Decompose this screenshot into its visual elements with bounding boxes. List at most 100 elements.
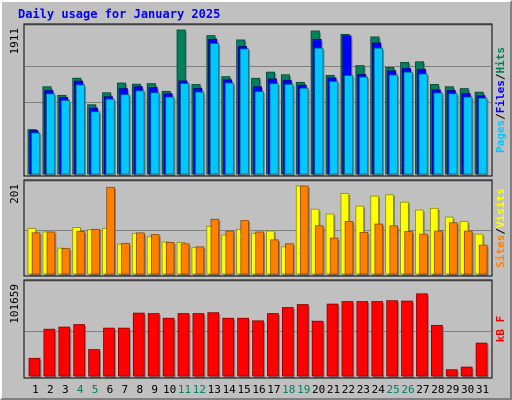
bar-pages-day-5 [90, 111, 100, 175]
bar-kb-f-day-1 [28, 357, 41, 377]
legend-visits-sites: Sites/Visits [494, 188, 507, 268]
bar-kb-f-day-2 [43, 328, 56, 377]
bar-kb-f-day-31 [475, 342, 488, 377]
bar-sites-day-3 [61, 248, 71, 275]
bar-pages-day-27 [418, 73, 428, 175]
x-tick-day-29: 29 [446, 383, 459, 396]
x-tick-day-30: 30 [461, 383, 474, 396]
legend-separator: / [494, 228, 507, 235]
bar-sites-day-4 [76, 231, 86, 275]
bar-kb-f-day-7 [118, 327, 130, 377]
bar-sites-day-23 [359, 232, 369, 275]
bar-kb-f-day-18 [281, 307, 294, 377]
bar-pages-day-24 [373, 47, 383, 175]
bar-kb-f-day-3 [58, 326, 71, 377]
legend-item-files: Files [494, 80, 507, 113]
x-tick-day-28: 28 [431, 383, 444, 396]
bar-kb-f-day-28 [430, 324, 443, 377]
legend-separator: / [494, 113, 507, 120]
x-tick-day-25: 25 [387, 383, 400, 396]
x-tick-day-23: 23 [357, 383, 370, 396]
bar-kb-f-day-21 [326, 303, 339, 377]
x-tick-day-1: 1 [32, 383, 39, 396]
legend-item-kb-f: kB F [494, 316, 507, 343]
bar-sites-day-26 [404, 231, 413, 275]
bar-sites-day-30 [463, 230, 473, 275]
x-tick-day-14: 14 [223, 383, 237, 396]
bar-pages-day-26 [403, 71, 413, 175]
x-tick-day-10: 10 [163, 383, 176, 396]
x-tick-day-20: 20 [312, 383, 325, 396]
bar-pages-day-30 [463, 96, 473, 175]
bar-kb-f-day-12 [192, 313, 205, 377]
bar-sites-day-15 [240, 220, 249, 275]
x-tick-day-15: 15 [237, 383, 250, 396]
x-tick-day-5: 5 [92, 383, 99, 396]
bar-kb-f-day-24 [371, 301, 384, 377]
bar-pages-day-20 [314, 47, 324, 175]
bar-sites-day-25 [389, 225, 398, 275]
bar-sites-day-9 [150, 234, 160, 275]
legend-separator: / [494, 73, 507, 80]
bar-kb-f-day-9 [147, 313, 160, 377]
bar-sites-day-2 [46, 231, 56, 275]
bar-kb-f-day-13 [207, 312, 220, 377]
y-max-label: 101659 [8, 284, 21, 324]
bar-kb-f-day-26 [401, 300, 413, 377]
bar-pages-day-28 [433, 92, 443, 175]
bar-pages-day-1 [31, 132, 41, 175]
bar-pages-day-7 [120, 94, 130, 175]
bar-pages-day-12 [195, 91, 205, 175]
bar-sites-day-24 [374, 223, 384, 275]
x-tick-day-18: 18 [282, 383, 295, 396]
x-tick-day-31: 31 [476, 383, 489, 396]
x-tick-day-3: 3 [62, 383, 69, 396]
bar-sites-day-12 [195, 246, 205, 275]
x-tick-day-12: 12 [193, 383, 206, 396]
x-tick-day-4: 4 [77, 383, 84, 396]
bar-kb-f-day-27 [416, 293, 428, 377]
bar-kb-f-day-11 [177, 313, 190, 377]
bar-sites-day-7 [121, 242, 130, 275]
legend-item-visits: Visits [494, 188, 507, 228]
bar-sites-day-27 [419, 233, 428, 275]
bar-kb-f-day-6 [103, 327, 115, 377]
bar-kb-f-day-23 [356, 301, 369, 377]
bar-kb-f-day-20 [311, 320, 324, 377]
x-tick-day-26: 26 [401, 383, 414, 396]
x-tick-day-24: 24 [372, 383, 386, 396]
x-tick-day-17: 17 [267, 383, 280, 396]
bar-kb-f-day-4 [73, 324, 86, 377]
bar-sites-day-28 [434, 230, 443, 275]
bar-pages-day-17 [269, 83, 279, 175]
bar-kb-f-day-8 [132, 312, 145, 377]
bar-pages-day-15 [239, 48, 249, 175]
y-max-label: 1911 [8, 28, 21, 55]
bar-sites-day-16 [255, 231, 264, 275]
x-tick-day-7: 7 [122, 383, 129, 396]
bar-kb-f-day-22 [341, 301, 354, 377]
legend-item-hits: Hits [494, 47, 507, 74]
bar-sites-day-31 [478, 244, 488, 275]
bar-sites-day-14 [225, 230, 235, 275]
x-tick-day-27: 27 [416, 383, 429, 396]
x-tick-day-2: 2 [47, 383, 54, 396]
bar-pages-day-6 [105, 98, 115, 175]
bar-pages-day-25 [388, 74, 398, 175]
bar-pages-day-10 [165, 96, 175, 175]
bar-sites-day-1 [31, 232, 41, 275]
legend-item-sites: Sites [494, 235, 507, 268]
x-tick-day-22: 22 [342, 383, 355, 396]
x-tick-day-6: 6 [107, 383, 114, 396]
bar-pages-day-19 [299, 87, 309, 175]
bar-sites-day-20 [314, 225, 324, 275]
bar-sites-day-10 [165, 242, 175, 275]
legend-item-pages: Pages [494, 120, 507, 153]
x-tick-day-13: 13 [208, 383, 221, 396]
y-max-label: 201 [8, 184, 21, 204]
bar-sites-day-18 [285, 243, 294, 275]
bar-pages-day-23 [359, 76, 369, 175]
bar-sites-day-22 [344, 221, 354, 275]
bar-pages-day-2 [46, 93, 56, 175]
bar-sites-day-11 [180, 243, 190, 275]
